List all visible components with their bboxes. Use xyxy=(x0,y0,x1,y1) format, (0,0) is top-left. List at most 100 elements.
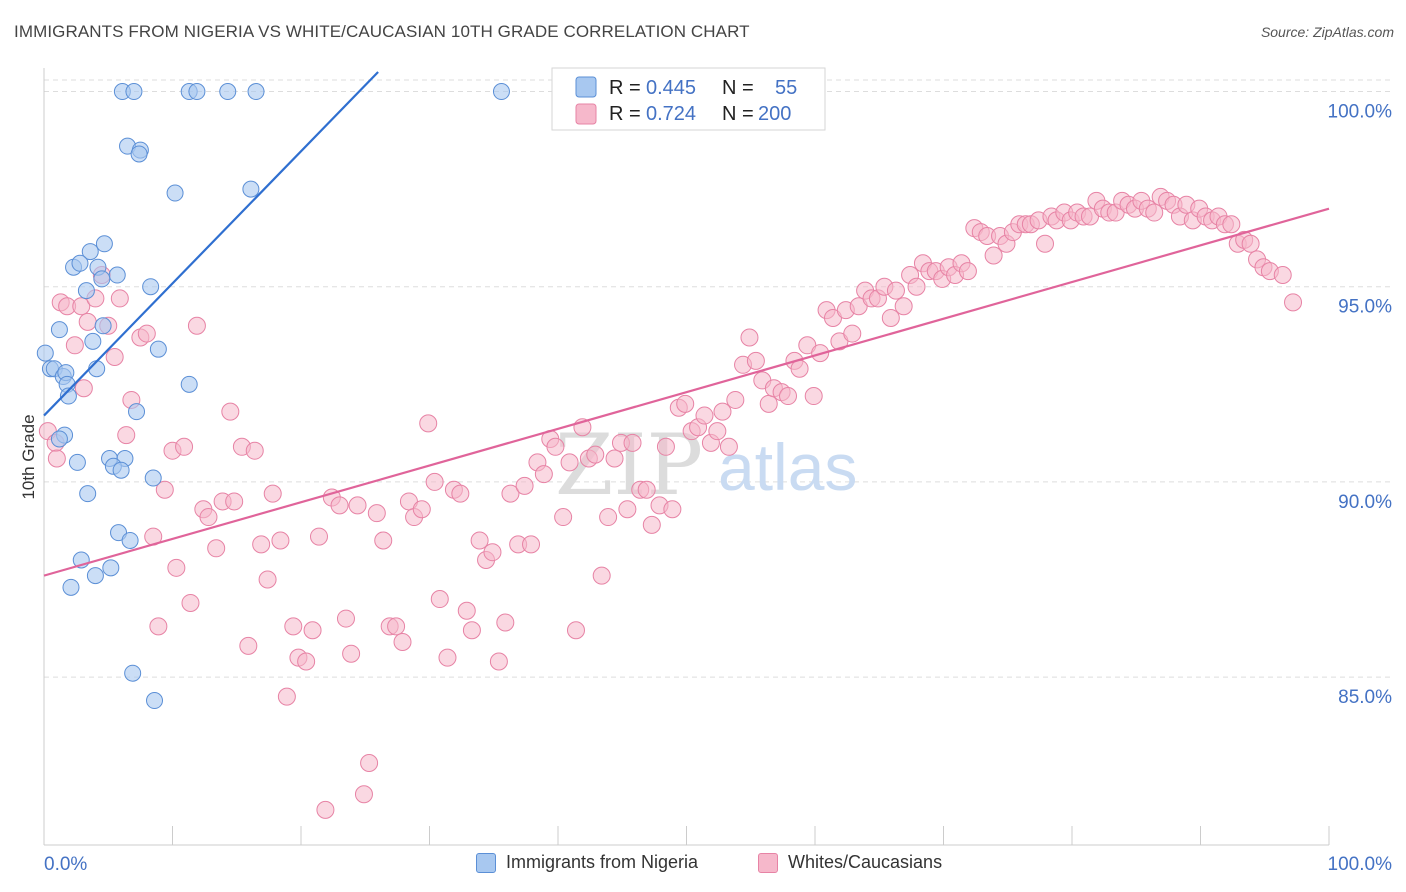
whites-point xyxy=(451,484,470,503)
whites-point xyxy=(393,632,412,651)
whites-point xyxy=(149,617,168,636)
legend-label-nigeria: Immigrants from Nigeria xyxy=(506,852,699,872)
whites-point xyxy=(175,437,194,456)
whites-point xyxy=(412,500,431,519)
whites-point xyxy=(258,570,277,589)
whites-point xyxy=(181,593,200,612)
nigeria-point xyxy=(188,83,206,101)
bottom-legend: Immigrants from Nigeria Whites/Caucasian… xyxy=(0,852,1406,878)
whites-point xyxy=(599,508,618,527)
legend-item-nigeria[interactable]: Immigrants from Nigeria xyxy=(476,852,698,873)
legend-item-whites[interactable]: Whites/Caucasians xyxy=(758,852,942,873)
whites-point xyxy=(1241,234,1260,253)
whites-point xyxy=(592,566,611,585)
nigeria-point xyxy=(59,387,77,405)
whites-point xyxy=(886,281,905,300)
whites-point xyxy=(263,484,282,503)
watermark: ZIP atlas xyxy=(555,416,857,514)
nigeria-point xyxy=(79,485,97,503)
y-tick-label: 100.0% xyxy=(1328,102,1393,123)
whites-point xyxy=(618,500,637,519)
whites-point xyxy=(623,433,642,452)
whites-point xyxy=(984,246,1003,265)
whites-point xyxy=(695,406,714,425)
whites-point xyxy=(457,601,476,620)
stats-r-value: 0.445 xyxy=(646,77,696,99)
nigeria-point xyxy=(36,344,54,362)
whites-point xyxy=(1222,215,1241,234)
nigeria-point xyxy=(112,461,130,479)
whites-point xyxy=(708,422,727,441)
whites-point xyxy=(271,531,290,550)
nigeria-point xyxy=(166,184,184,202)
chart-title: IMMIGRANTS FROM NIGERIA VS WHITE/CAUCASI… xyxy=(14,22,750,41)
whites-point xyxy=(252,535,271,554)
nigeria-point xyxy=(77,282,95,300)
whites-point xyxy=(225,492,244,511)
y-axis-label: 10th Grade xyxy=(19,414,38,499)
whites-point xyxy=(239,636,258,655)
whites-point xyxy=(546,437,565,456)
whites-point xyxy=(713,402,732,421)
stats-r-label: R = xyxy=(609,77,641,99)
whites-point xyxy=(1273,266,1292,285)
whites-point xyxy=(843,324,862,343)
nigeria-point xyxy=(71,254,89,272)
whites-point xyxy=(74,379,93,398)
whites-point xyxy=(462,621,481,640)
whites-point xyxy=(586,445,605,464)
nigeria-point xyxy=(81,243,99,261)
whites-point xyxy=(496,613,515,632)
whites-point xyxy=(804,387,823,406)
axes xyxy=(43,68,1330,846)
whites-point xyxy=(489,652,508,671)
trend-lines xyxy=(43,71,1330,577)
whites-point xyxy=(360,754,379,773)
nigeria-points xyxy=(36,83,510,710)
y-tick-label: 85.0% xyxy=(1338,687,1392,708)
whites-point xyxy=(740,328,759,347)
whites-point xyxy=(342,644,361,663)
whites-point xyxy=(137,324,156,343)
whites-point xyxy=(199,508,218,527)
nigeria-point xyxy=(149,340,167,358)
nigeria-point xyxy=(142,278,160,296)
nigeria-point xyxy=(102,559,120,577)
whites-point xyxy=(207,539,226,558)
whites-point xyxy=(605,449,624,468)
whites-point xyxy=(894,297,913,316)
nigeria-point xyxy=(108,266,126,284)
whites-point xyxy=(419,414,438,433)
nigeria-point xyxy=(247,83,265,101)
whites-point xyxy=(637,480,656,499)
y-tick-label: 95.0% xyxy=(1338,297,1392,318)
whites-point xyxy=(430,590,449,609)
whites-point xyxy=(277,687,296,706)
nigeria-point xyxy=(125,83,143,101)
whites-point xyxy=(155,480,174,499)
whites-point xyxy=(221,402,240,421)
stats-n-label: N = xyxy=(722,103,754,125)
watermark-atlas: atlas xyxy=(718,430,857,504)
y-tick-labels: 100.0% 95.0% 90.0% 85.0% xyxy=(1328,102,1393,709)
nigeria-trend-line xyxy=(43,71,379,417)
stats-r-label: R = xyxy=(609,103,641,125)
y-tick-label: 90.0% xyxy=(1338,492,1392,513)
whites-point xyxy=(425,472,444,491)
whites-point xyxy=(656,437,675,456)
nigeria-point xyxy=(242,180,260,198)
nigeria-point xyxy=(93,270,111,288)
whites-point xyxy=(746,351,765,370)
stats-n-value: 55 xyxy=(775,77,797,99)
whites-point xyxy=(881,308,900,327)
legend-swatch-nigeria xyxy=(476,852,496,873)
nigeria-point xyxy=(95,235,113,253)
nigeria-point xyxy=(124,664,142,682)
whites-point xyxy=(65,336,84,355)
whites-point xyxy=(284,617,303,636)
nigeria-point xyxy=(146,692,164,710)
whites-point xyxy=(1036,234,1055,253)
whites-point xyxy=(110,289,129,308)
whites-points xyxy=(38,187,1303,819)
